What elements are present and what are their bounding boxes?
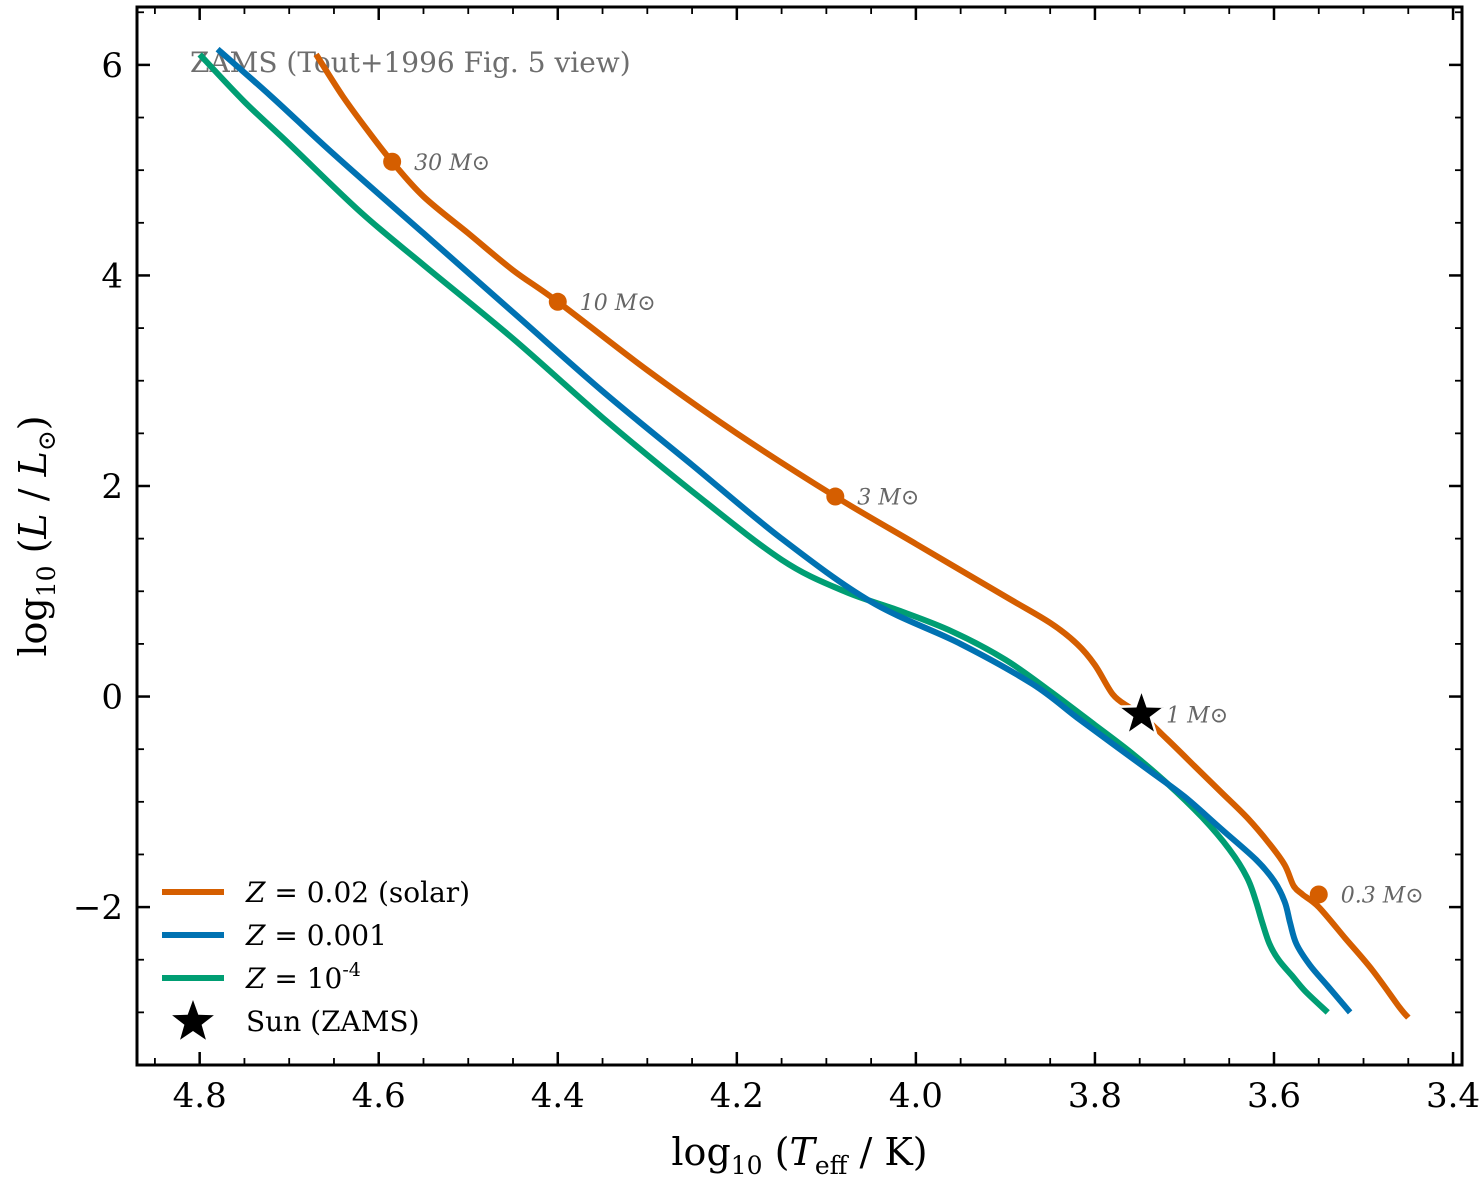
x-tick-label: 4.4 (531, 1076, 585, 1116)
mass-marker-label: 3 M⊙ (857, 486, 919, 511)
series-line-z1e-4 (197, 52, 1330, 1015)
y-axis-label: log10 (L / L⊙) (11, 415, 61, 656)
legend-label: Z = 0.02 (solar) (245, 876, 470, 909)
y-tick-label: 4 (101, 256, 123, 296)
legend-star-swatch (172, 1000, 214, 1040)
x-tick-label: 3.4 (1426, 1076, 1479, 1116)
x-tick-label: 4.8 (173, 1076, 227, 1116)
mass-marker-layer: 30 M⊙ 10 M⊙ 3 M⊙ 1 M⊙ 0.3 M⊙ (383, 151, 1424, 908)
mass-marker-point (548, 292, 567, 311)
y-tick-label: 0 (101, 678, 123, 718)
mass-marker-point (383, 152, 402, 171)
series-layer (197, 46, 1411, 1020)
x-tick-label: 4.2 (710, 1076, 764, 1116)
x-tick-label: 4.0 (889, 1076, 943, 1116)
series-line-z0001 (215, 46, 1353, 1015)
x-tick-label: 3.8 (1068, 1076, 1122, 1116)
mass-marker-label: 1 M⊙ (1166, 703, 1228, 728)
mass-marker-label: 10 M⊙ (580, 291, 656, 316)
mass-marker-label: 0.3 M⊙ (1341, 883, 1424, 908)
y-tick-label: −2 (73, 888, 123, 928)
mass-marker-point (1309, 885, 1328, 904)
y-axis-label-text: log10 (L / L⊙) (11, 415, 61, 656)
legend-label: Z = 0.001 (245, 919, 387, 952)
mass-marker-label: 30 M⊙ (414, 151, 490, 176)
x-axis-label-text: log10 (Teff / K) (671, 1130, 927, 1180)
y-tick-label: 6 (101, 46, 123, 86)
legend-label: Sun (ZAMS) (246, 1005, 420, 1038)
x-tick-label: 4.6 (352, 1076, 406, 1116)
axes-frame (135, 5, 1464, 1067)
sun-star-marker (1114, 685, 1169, 738)
chart-annotation: ZAMS (Tout+1996 Fig. 5 view) (190, 46, 631, 79)
legend-label: Z = 10-4 (245, 959, 361, 995)
x-tick-label: 3.6 (1247, 1076, 1301, 1116)
y-tick-label: 2 (101, 467, 123, 507)
series-line-solar (313, 52, 1411, 1020)
x-axis-label: log10 (Teff / K) (671, 1130, 927, 1180)
legend: Z = 0.02 (solar) Z = 0.001 Z = 10-4 Sun (ZA… (162, 876, 470, 1040)
mass-marker-point (826, 487, 845, 506)
